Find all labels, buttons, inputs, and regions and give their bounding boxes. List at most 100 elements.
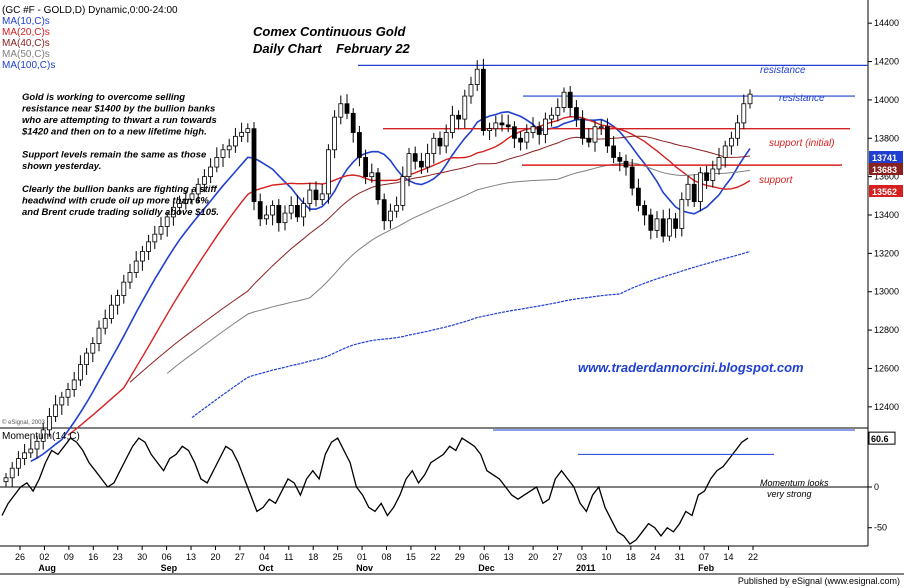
candle-body: [667, 218, 672, 237]
candle-body: [152, 233, 158, 243]
price-badge: [869, 151, 903, 163]
candle-body: [617, 157, 623, 162]
candle-body: [493, 122, 499, 130]
candle-body: [425, 153, 431, 168]
candle-body: [735, 122, 740, 139]
chart-title-line1: Comex Continuous Gold: [253, 24, 406, 39]
date-tick-label: 20: [528, 552, 538, 562]
candle-body: [146, 241, 152, 252]
candle-body: [555, 107, 561, 116]
price-tick-label: 12400: [874, 402, 899, 412]
candle-body: [505, 124, 511, 128]
candle-body: [691, 183, 697, 202]
candle-body: [431, 137, 437, 155]
momentum-last-badge: [868, 431, 896, 445]
candle-body: [158, 226, 164, 235]
candle-body: [133, 260, 139, 273]
date-tick-label: 03: [577, 552, 587, 562]
momentum-note-1: Momentum looks: [760, 478, 829, 488]
candle-body: [642, 205, 647, 216]
date-tick-label: 24: [650, 552, 660, 562]
candle-body: [524, 132, 530, 143]
candle-body: [226, 145, 232, 151]
date-tick-label: 09: [64, 552, 74, 562]
candle-body: [387, 210, 393, 222]
candle-body: [722, 145, 728, 158]
date-tick-label: 14: [724, 552, 734, 562]
price-tick-label: 13600: [874, 172, 899, 182]
commentary-line: Gold is working to overcome selling: [22, 92, 185, 103]
candle-body: [78, 364, 83, 381]
candle-body: [412, 153, 418, 162]
candle-body: [654, 218, 660, 231]
date-tick-label: 10: [601, 552, 611, 562]
candle-body: [512, 126, 517, 139]
copyright: © eSignal, 2003: [2, 419, 45, 426]
candle-body: [115, 295, 120, 306]
candle-body: [449, 114, 455, 133]
date-tick-label: 15: [406, 552, 416, 562]
date-tick-label: 07: [699, 552, 709, 562]
candle-body: [201, 176, 207, 185]
date-tick-label: 20: [210, 552, 220, 562]
candle-body: [561, 91, 567, 108]
momentum-pane: [0, 429, 868, 545]
candle-body: [22, 452, 28, 460]
candle-body: [567, 91, 573, 108]
date-tick-label: 16: [88, 552, 98, 562]
candle-body: [480, 68, 486, 132]
candle-body: [648, 214, 654, 231]
month-label: 2011: [576, 563, 596, 573]
candle-body: [195, 183, 201, 195]
candle-body: [15, 458, 21, 469]
candle-body: [127, 272, 133, 283]
ma-legend-item: MA(40,C)s: [2, 38, 50, 49]
candle-body: [276, 205, 282, 224]
candle-body: [344, 103, 350, 114]
candle-body: [574, 107, 579, 120]
date-tick-label: 26: [15, 552, 25, 562]
candle-body: [59, 396, 65, 406]
candle-body: [586, 137, 592, 143]
date-tick-label: 01: [357, 552, 367, 562]
ma-legend-item: MA(10,C)s: [2, 16, 50, 27]
price-tick-label: 14200: [874, 57, 899, 67]
price-tick-label: 13200: [874, 248, 899, 258]
candle-body: [468, 84, 474, 97]
candle-body: [363, 157, 369, 178]
candle-body: [673, 218, 678, 229]
candle-body: [220, 149, 226, 158]
commentary-line: headwind with crude oil up more than 6%: [22, 196, 209, 207]
commentary-line: $1420 and then on to a new lifetime high…: [21, 127, 207, 138]
price-badge: [869, 163, 903, 175]
price-tick-label: 13800: [874, 133, 899, 143]
candle-body: [294, 205, 300, 218]
date-tick-label: 31: [675, 552, 685, 562]
candle-body: [251, 128, 257, 202]
month-label: Dec: [478, 563, 495, 573]
candle-body: [263, 214, 269, 220]
candle-body: [636, 187, 641, 206]
date-tick-label: 23: [113, 552, 123, 562]
website-url: www.traderdannorcini.blogspot.com: [578, 360, 804, 375]
candle-body: [3, 477, 9, 483]
month-label: Aug: [38, 563, 56, 573]
price-axis-ticks: 12400 12600 12800 13000 13200 13400 13600 13800…: [868, 18, 899, 412]
candle-body: [307, 189, 313, 204]
ma-line: [129, 135, 751, 383]
candle-body: [338, 103, 344, 118]
candle-body: [270, 205, 276, 216]
date-tick-label: 27: [553, 552, 563, 562]
candle-body: [400, 176, 406, 206]
candle-body: [747, 93, 753, 105]
candle-body: [418, 160, 424, 168]
candle-body: [71, 379, 77, 390]
price-badges: 13741 13683 13562: [869, 151, 903, 197]
date-tick-label: 18: [308, 552, 318, 562]
candle-body: [456, 114, 462, 120]
commentary-line: Support levels remain the same as those: [22, 150, 207, 161]
price-tick-label: 13400: [874, 210, 899, 220]
price-badge-value: 13683: [872, 165, 897, 175]
candle-body: [47, 416, 52, 431]
candle-body: [288, 205, 294, 214]
